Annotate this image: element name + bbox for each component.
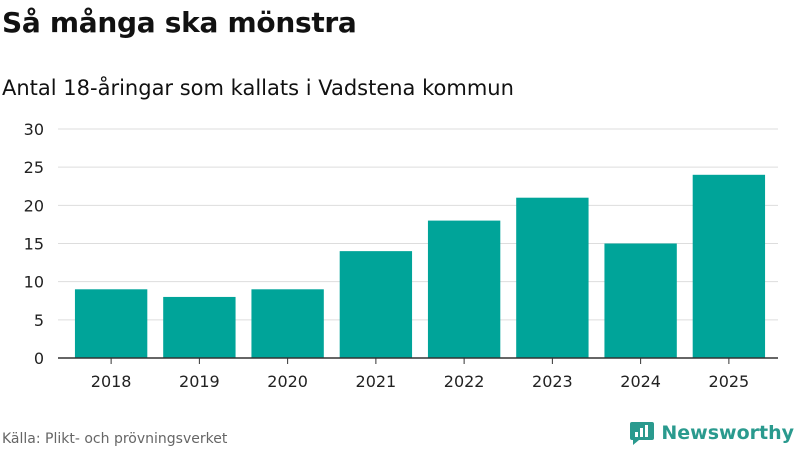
brand-name: Newsworthy <box>661 422 794 444</box>
bar-2024 <box>604 243 677 358</box>
y-tick-label: 30 <box>24 120 44 139</box>
x-tick-label: 2019 <box>179 372 220 391</box>
bars <box>74 174 766 358</box>
bar-2020 <box>251 289 324 358</box>
source-note: Källa: Plikt- och prövningsverket <box>2 431 228 447</box>
x-tick-label: 2025 <box>709 372 750 391</box>
bar-2019 <box>163 296 236 358</box>
bar-2022 <box>427 220 501 358</box>
y-tick-label: 0 <box>34 349 44 368</box>
bar-2021 <box>339 251 413 358</box>
x-tick-label: 2020 <box>267 372 308 391</box>
y-tick-label: 5 <box>34 311 44 330</box>
y-tick-label: 10 <box>24 273 44 292</box>
chart-title: Så många ska mönstra <box>2 6 357 39</box>
x-tick-label: 2023 <box>532 372 573 391</box>
y-tick-label: 15 <box>24 235 44 254</box>
x-tick-label: 2022 <box>444 372 485 391</box>
chart-subtitle: Antal 18-åringar som kallats i Vadstena … <box>2 76 514 100</box>
x-axis-ticks: 2018 2019 2020 2021 2022 2023 2024 2025 <box>91 358 749 391</box>
newsworthy-icon <box>630 422 655 445</box>
x-tick-label: 2021 <box>356 372 397 391</box>
brand-logo: Newsworthy <box>629 420 794 446</box>
bar-2023 <box>516 197 589 358</box>
y-axis-ticks: 0 5 10 15 20 25 30 <box>24 120 44 368</box>
y-tick-label: 25 <box>24 158 44 177</box>
x-tick-label: 2018 <box>91 372 132 391</box>
x-tick-label: 2024 <box>620 372 661 391</box>
bar-2025 <box>692 174 766 358</box>
y-tick-label: 20 <box>24 196 44 215</box>
bar-2018 <box>74 289 148 358</box>
